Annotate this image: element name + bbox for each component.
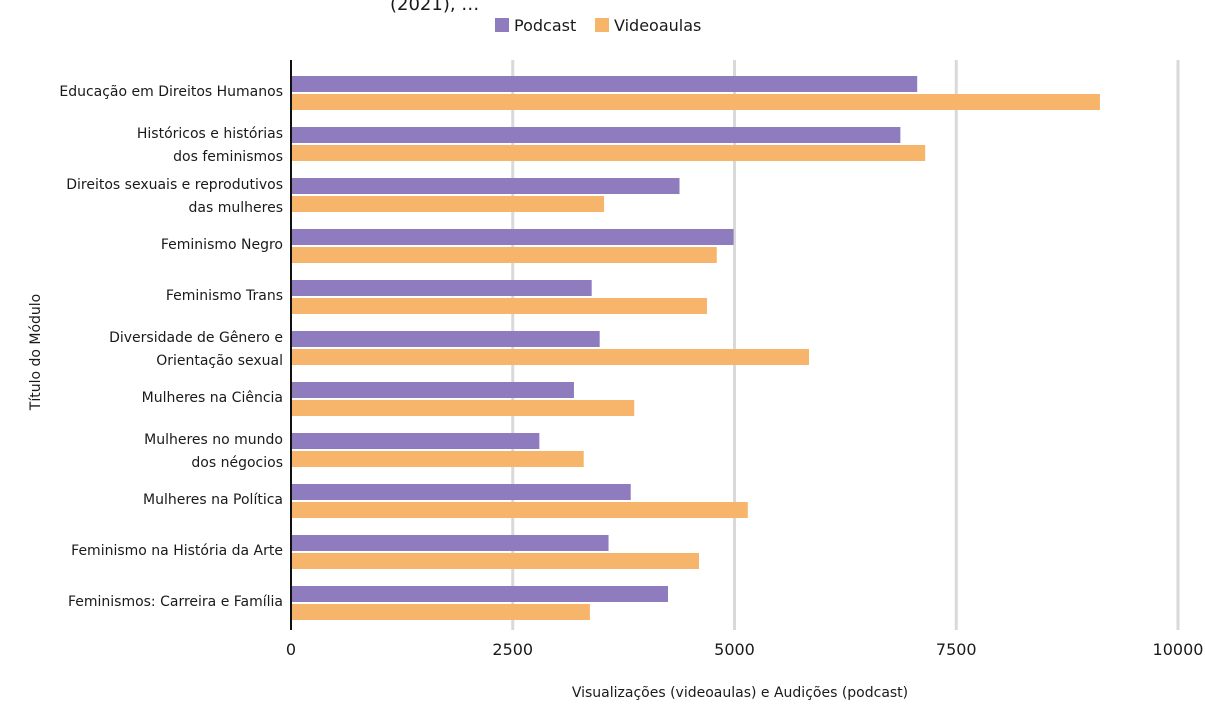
bar-videoaulas-0 — [291, 94, 1100, 110]
bar-podcast-4 — [291, 280, 592, 296]
x-tick-label-2: 5000 — [714, 640, 755, 659]
category-label-5-line-0: Diversidade de Gênero e — [109, 330, 283, 346]
x-tick-label-0: 0 — [286, 640, 296, 659]
bar-videoaulas-9 — [291, 553, 700, 569]
category-label-1-line-0: Históricos e histórias — [137, 126, 283, 142]
category-label-7-line-1: dos négocios — [191, 455, 283, 471]
category-label-6: Mulheres na Ciência — [142, 390, 283, 406]
bar-podcast-6 — [291, 382, 574, 398]
legend-swatch-videoaulas — [595, 18, 609, 32]
bar-videoaulas-10 — [291, 604, 590, 620]
chart-title-fragment: (2021), … — [390, 0, 479, 15]
bars — [291, 76, 1100, 620]
bar-videoaulas-8 — [291, 502, 748, 518]
x-tick-label-3: 7500 — [936, 640, 977, 659]
legend-label-podcast: Podcast — [514, 16, 576, 35]
bar-podcast-1 — [291, 127, 901, 143]
bar-videoaulas-6 — [291, 400, 635, 416]
legend: Podcast Videoaulas — [495, 16, 701, 35]
bar-videoaulas-4 — [291, 298, 708, 314]
category-label-10: Feminismos: Carreira e Família — [68, 594, 283, 610]
bar-videoaulas-3 — [291, 247, 717, 263]
bar-podcast-7 — [291, 433, 540, 449]
bar-videoaulas-1 — [291, 145, 926, 161]
x-axis-title: Visualizações (videoaulas) e Audições (p… — [572, 685, 908, 701]
category-label-2-line-1: das mulheres — [189, 200, 283, 216]
category-label-2-line-0: Direitos sexuais e reprodutivos — [66, 177, 283, 193]
x-tick-label-4: 10000 — [1153, 640, 1204, 659]
bar-podcast-9 — [291, 535, 609, 551]
bar-videoaulas-7 — [291, 451, 584, 467]
category-label-8: Mulheres na Política — [143, 492, 283, 508]
x-tick-labels: 0 2500 5000 7500 10000 — [286, 640, 1204, 659]
legend-swatch-podcast — [495, 18, 509, 32]
category-label-7-line-0: Mulheres no mundo — [144, 432, 283, 448]
legend-label-videoaulas: Videoaulas — [614, 16, 701, 35]
category-label-4: Feminismo Trans — [166, 288, 283, 304]
bar-videoaulas-5 — [291, 349, 810, 365]
category-label-3: Feminismo Negro — [161, 237, 283, 253]
category-label-5-line-1: Orientação sexual — [156, 353, 283, 369]
y-axis-title: Título do Módulo — [28, 294, 44, 411]
bar-podcast-10 — [291, 586, 668, 602]
bar-podcast-2 — [291, 178, 680, 194]
x-tick-label-1: 2500 — [492, 640, 533, 659]
bar-podcast-0 — [291, 76, 918, 92]
category-labels: Educação em Direitos Humanos Históricos e… — [59, 84, 283, 610]
category-label-1-line-1: dos feminismos — [173, 149, 283, 165]
bar-podcast-3 — [291, 229, 734, 245]
bar-videoaulas-2 — [291, 196, 605, 212]
bar-podcast-8 — [291, 484, 631, 500]
category-label-9: Feminismo na História da Arte — [71, 543, 283, 559]
bar-podcast-5 — [291, 331, 600, 347]
category-label-0: Educação em Direitos Humanos — [59, 84, 283, 100]
